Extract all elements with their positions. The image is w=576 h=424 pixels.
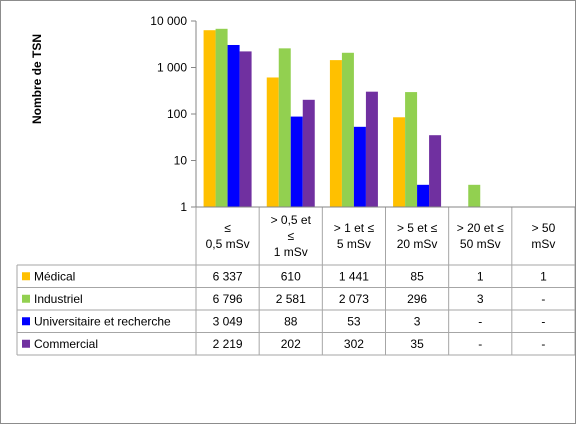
- table-cell: 610: [281, 269, 301, 283]
- table-cell: -: [541, 292, 545, 306]
- bar-m-dical-2: [329, 60, 342, 207]
- table-cell: 296: [407, 292, 427, 306]
- category-label: 5 mSv: [337, 237, 371, 251]
- legend-swatch: [22, 317, 30, 326]
- category-label: > 1 et ≤: [334, 221, 375, 235]
- category-label: 0,5 mSv: [206, 237, 250, 251]
- legend-label: Médical: [34, 269, 75, 283]
- table-cell: -: [541, 314, 545, 328]
- legend-swatch: [22, 339, 30, 348]
- legend-label: Commercial: [34, 337, 98, 351]
- table-cell: 1: [477, 269, 484, 283]
- y-tick-label: 100: [167, 107, 187, 121]
- table-cell: 1: [540, 269, 547, 283]
- bar-industriel-2: [341, 52, 354, 207]
- table-cell: -: [478, 337, 482, 351]
- category-label: > 50: [532, 221, 556, 235]
- legend-label: Industriel: [34, 292, 83, 306]
- bar-commercial-2: [365, 91, 378, 207]
- table-cell: 6 337: [213, 269, 243, 283]
- table-cell: 302: [344, 337, 364, 351]
- table-cell: 202: [281, 337, 301, 351]
- bar-industriel-0: [215, 28, 228, 208]
- bar-industriel-3: [405, 92, 418, 207]
- bar-commercial-3: [429, 135, 442, 207]
- category-label: > 0,5 et: [271, 213, 312, 227]
- y-tick-label: 1 000: [157, 61, 187, 75]
- y-axis-title: Nombre de TSN: [30, 34, 44, 124]
- table-cell: 2 581: [276, 292, 306, 306]
- category-label: mSv: [531, 237, 555, 251]
- bar-universitaire-et-recherche-0: [227, 44, 240, 207]
- bar-industriel-4: [468, 184, 481, 207]
- bar-m-dical-0: [203, 30, 216, 208]
- bar-m-dical-3: [393, 117, 406, 207]
- bar-universitaire-et-recherche-1: [290, 116, 303, 207]
- table-cell: 35: [410, 337, 424, 351]
- table-cell: 88: [284, 314, 298, 328]
- category-label: > 20 et ≤: [457, 221, 504, 235]
- category-label: 1 mSv: [274, 245, 308, 259]
- category-label: 20 mSv: [397, 237, 438, 251]
- table-cell: 3: [414, 314, 421, 328]
- bar-industriel-1: [278, 48, 291, 208]
- table-cell: 85: [410, 269, 424, 283]
- legend-swatch: [22, 272, 30, 281]
- table-cell: 2 073: [339, 292, 369, 306]
- category-label: > 5 et ≤: [397, 221, 438, 235]
- table-cell: 3 049: [213, 314, 243, 328]
- category-label: ≤: [287, 229, 294, 243]
- table-cell: 3: [477, 292, 484, 306]
- legend-label: Universitaire et recherche: [34, 314, 171, 328]
- y-tick-label: 10: [174, 154, 188, 168]
- category-label: ≤: [224, 221, 231, 235]
- table-cell: 6 796: [213, 292, 243, 306]
- legend-swatch: [22, 294, 30, 303]
- bar-universitaire-et-recherche-3: [417, 184, 430, 207]
- table-cell: 53: [347, 314, 361, 328]
- y-tick-label: 1: [180, 200, 187, 214]
- bar-universitaire-et-recherche-2: [353, 126, 366, 207]
- bar-m-dical-1: [266, 77, 279, 207]
- bar-commercial-0: [239, 51, 252, 207]
- table-cell: 2 219: [213, 337, 243, 351]
- category-label: 50 mSv: [460, 237, 501, 251]
- bar-commercial-1: [302, 99, 315, 207]
- y-tick-label: 10 000: [150, 14, 187, 28]
- table-cell: -: [478, 314, 482, 328]
- table-cell: 1 441: [339, 269, 369, 283]
- table-cell: -: [541, 337, 545, 351]
